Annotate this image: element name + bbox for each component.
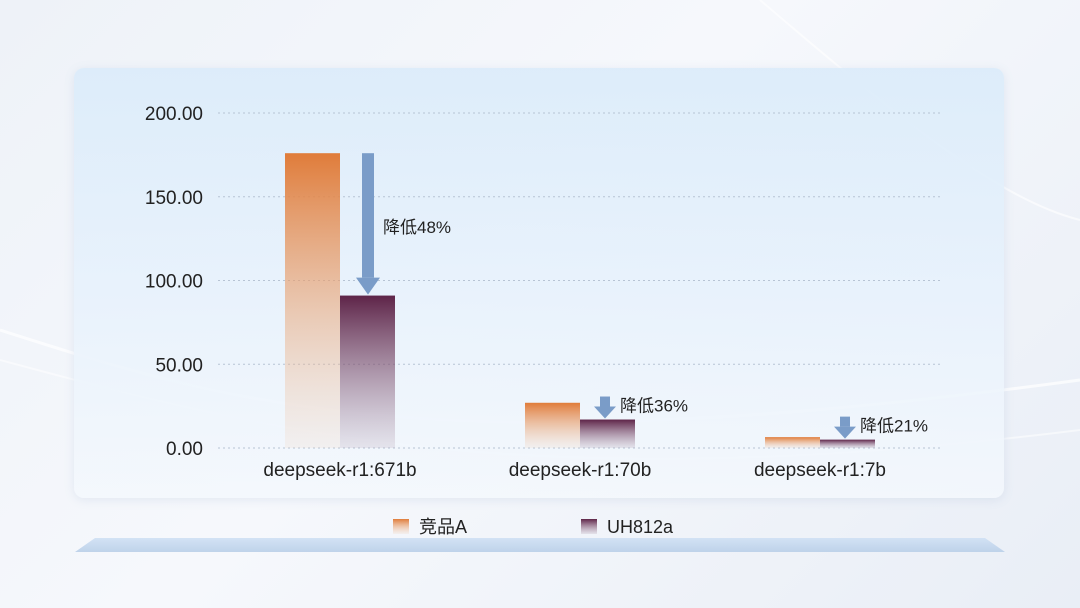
bar-competitor-a-0 xyxy=(285,153,340,448)
reduction-label: 降低48% xyxy=(383,218,451,237)
x-category-label: deepseek-r1:7b xyxy=(754,460,886,481)
bar-uh812a-2 xyxy=(820,439,875,448)
reduction-label: 降低21% xyxy=(860,417,928,436)
reduction-arrow-0 xyxy=(356,153,380,295)
reduction-label: 降低36% xyxy=(620,397,688,416)
y-tick-label: 200.00 xyxy=(145,104,203,125)
legend-swatch xyxy=(581,519,597,534)
y-tick-label: 50.00 xyxy=(155,355,203,376)
y-tick-label: 150.00 xyxy=(145,188,203,209)
y-tick-label: 100.00 xyxy=(145,272,203,293)
legend-item-competitor-a: 竞品A xyxy=(393,517,467,537)
legend-label: 竞品A xyxy=(419,517,467,537)
bar-competitor-a-1 xyxy=(525,402,580,448)
bar-uh812a-1 xyxy=(580,419,635,448)
x-category-label: deepseek-r1:70b xyxy=(509,460,652,481)
legend-item-uh812a: UH812a xyxy=(581,517,674,537)
legend-label: UH812a xyxy=(607,517,674,537)
bar-competitor-a-2 xyxy=(765,437,820,448)
x-category-label: deepseek-r1:671b xyxy=(263,460,416,481)
reduction-arrow-2 xyxy=(834,416,856,439)
legend-swatch xyxy=(393,519,409,534)
reduction-arrow-1 xyxy=(594,396,616,419)
bar-uh812a-0 xyxy=(340,295,395,448)
y-tick-label: 0.00 xyxy=(166,439,203,460)
